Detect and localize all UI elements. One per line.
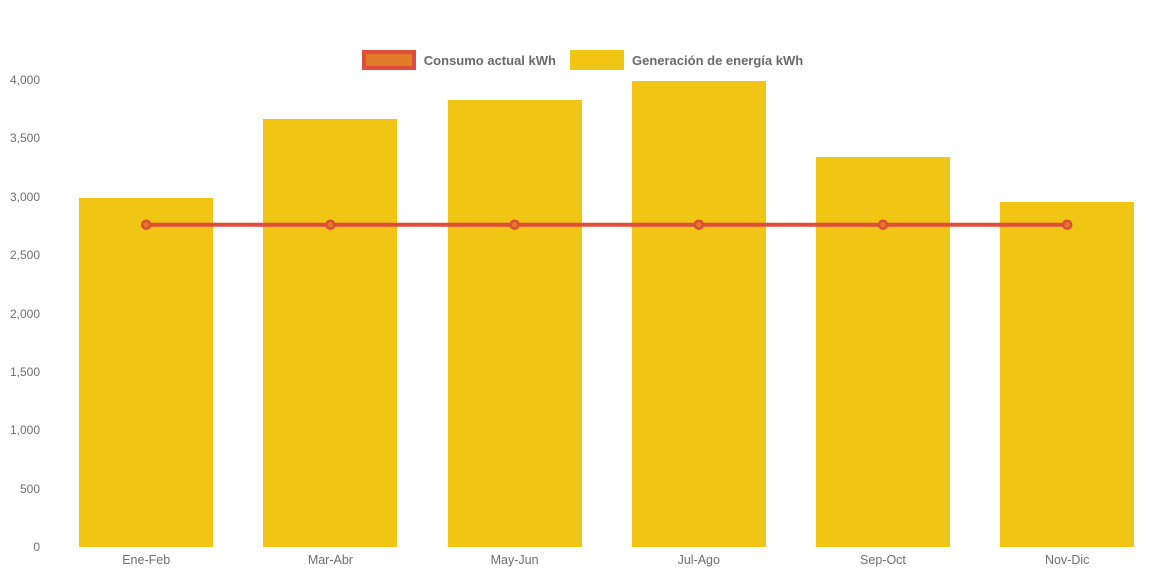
legend-label-generacion: Generación de energía kWh xyxy=(631,52,804,68)
y-tick-label: 4,000 xyxy=(9,72,40,87)
y-tick-label: 1,500 xyxy=(9,364,40,379)
consumption-point[interactable] xyxy=(325,219,336,230)
bar-ene-feb[interactable] xyxy=(79,198,214,548)
y-tick-label: 0 xyxy=(33,540,40,555)
consumption-point[interactable] xyxy=(877,219,889,230)
x-axis-label-nov-dic: Nov-Dic xyxy=(1044,553,1090,567)
x-axis-label-ene-feb: Ene-Feb xyxy=(122,553,171,567)
legend-swatch-consumo-icon xyxy=(361,50,416,70)
x-axis-label-may-jun: May-Jun xyxy=(490,553,539,567)
consumption-point[interactable] xyxy=(1061,219,1073,230)
y-tick-label: 3,500 xyxy=(9,131,40,146)
y-tick-label: 2,500 xyxy=(9,248,40,263)
y-tick-label: 500 xyxy=(19,481,40,496)
y-tick-label: 1,000 xyxy=(9,423,40,438)
y-tick-label: 2,000 xyxy=(9,306,40,321)
bar-jul-ago[interactable] xyxy=(631,80,766,548)
x-axis-label-mar-abr: Mar-Abr xyxy=(307,553,353,567)
bar-mar-abr[interactable] xyxy=(263,119,398,548)
chart-legend: Consumo actual kWh Generación de energía… xyxy=(0,50,1165,70)
bar-may-jun[interactable] xyxy=(447,100,582,548)
legend-item-consumo[interactable]: Consumo actual kWh xyxy=(361,50,556,70)
x-axis-label-jul-ago: Jul-Ago xyxy=(677,553,720,567)
legend-label-consumo: Consumo actual kWh xyxy=(423,52,556,68)
bar-nov-dic[interactable] xyxy=(1000,201,1135,548)
y-tick-label: 3,000 xyxy=(9,189,40,204)
consumption-point[interactable] xyxy=(693,219,705,230)
consumption-point[interactable] xyxy=(509,219,520,230)
consumption-point[interactable] xyxy=(140,219,152,230)
legend-item-generacion[interactable]: Generación de energía kWh xyxy=(569,50,804,70)
legend-swatch-generacion-icon xyxy=(569,50,624,70)
x-axis-label-sep-oct: Sep-Oct xyxy=(860,553,906,567)
